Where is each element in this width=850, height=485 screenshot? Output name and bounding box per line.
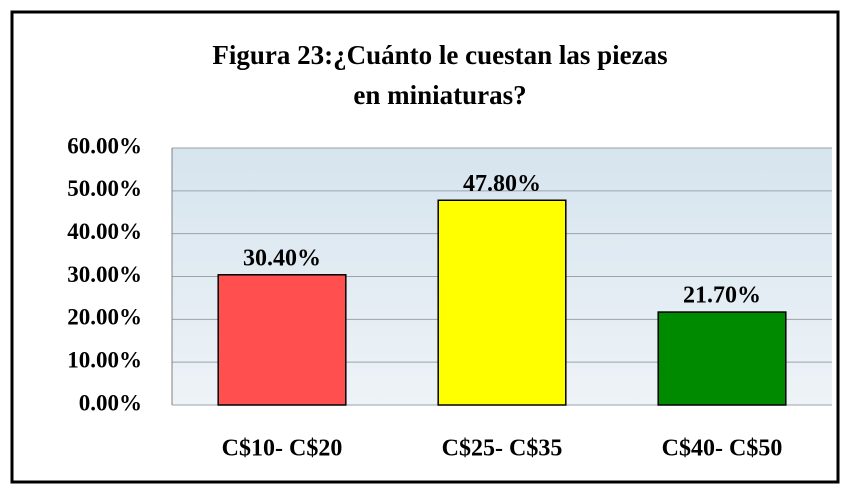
data-label: 47.80% — [463, 171, 541, 197]
chart-title: en miniaturas? — [353, 80, 526, 110]
x-tick-label: C$40- C$50 — [662, 436, 783, 462]
y-tick-label: 30.00% — [67, 262, 142, 287]
y-tick-label: 10.00% — [67, 347, 142, 372]
chart-title: Figura 23:¿Cuánto le cuestan las piezas — [212, 40, 667, 70]
y-tick-label: 40.00% — [67, 219, 142, 244]
bar — [217, 274, 347, 406]
x-tick-label: C$25- C$35 — [442, 436, 563, 462]
x-tick-label: C$10- C$20 — [222, 436, 343, 462]
y-tick-label: 50.00% — [67, 176, 142, 201]
bar — [437, 199, 567, 406]
data-label: 21.70% — [683, 283, 761, 309]
y-tick-label: 0.00% — [79, 390, 142, 415]
data-label: 30.40% — [243, 245, 321, 271]
y-tick-label: 60.00% — [67, 133, 142, 158]
y-tick-label: 20.00% — [67, 305, 142, 330]
bar — [657, 311, 787, 406]
